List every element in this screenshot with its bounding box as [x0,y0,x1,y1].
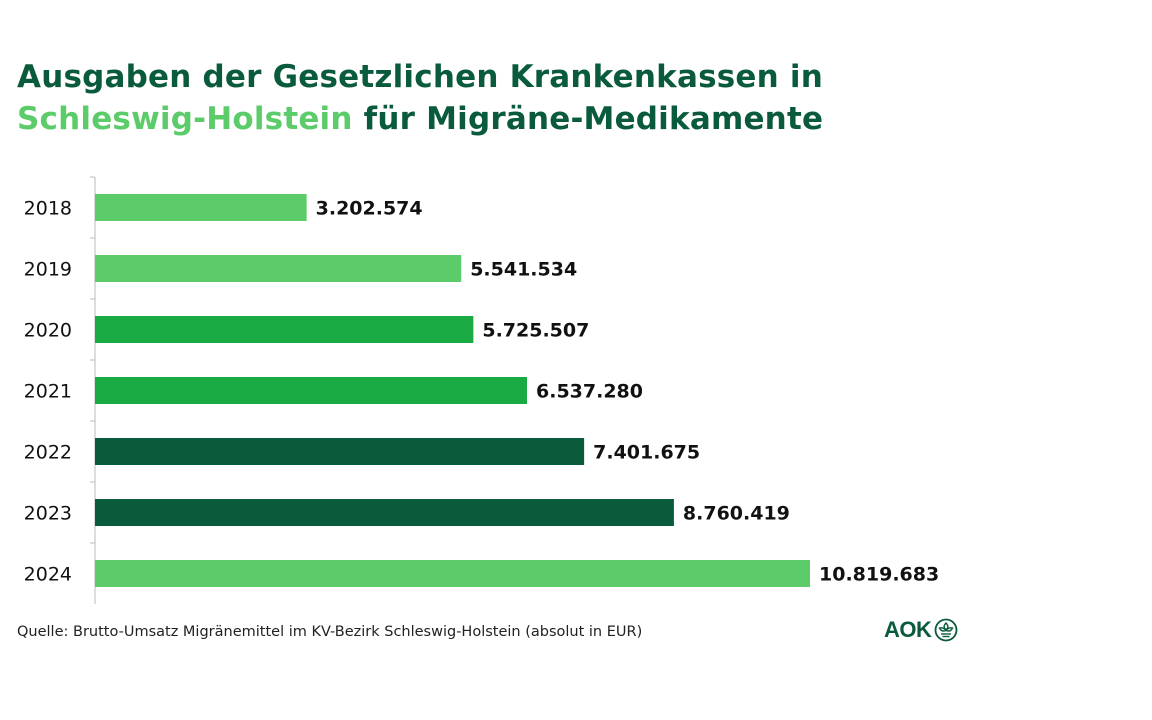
chart-title: Ausgaben der Gesetzlichen Krankenkassen … [17,56,823,140]
y-tick-label: 2024 [24,564,72,586]
y-tick-label: 2023 [24,503,72,525]
y-tick-label: 2019 [24,259,72,281]
data-label: 10.819.683 [819,564,939,586]
source-note: Quelle: Brutto-Umsatz Migränemittel im K… [17,624,643,640]
title-highlight: Schleswig-Holstein [17,101,353,137]
bar [95,560,810,587]
bar-chart: 2018 3.202.574 2019 5.541.534 2020 5.725.507 2… [24,176,939,604]
title-rest: für Migräne-Medikamente [352,101,824,137]
bar [95,255,462,282]
y-tick-label: 2021 [24,381,72,403]
title-line-1: Ausgaben der Gesetzlichen Krankenkassen … [17,59,823,95]
data-label: 3.202.574 [316,198,423,220]
bar [95,316,474,343]
bar [95,438,585,465]
data-label: 5.541.534 [470,259,577,281]
bar [95,377,528,404]
aok-logo: AOK [884,616,958,644]
data-label: 8.760.419 [683,503,790,525]
logo-text: AOK [884,617,932,642]
data-label: 7.401.675 [593,442,700,464]
data-label: 6.537.280 [536,381,643,403]
bar [95,499,674,526]
bar [95,194,307,221]
title-line-2: Schleswig-Holstein für Migräne-Medikamen… [17,98,823,140]
y-tick-label: 2022 [24,442,72,464]
y-tick-label: 2018 [24,198,72,220]
aok-tree-icon [934,618,958,642]
data-label: 5.725.507 [482,320,589,342]
y-tick-label: 2020 [24,320,72,342]
